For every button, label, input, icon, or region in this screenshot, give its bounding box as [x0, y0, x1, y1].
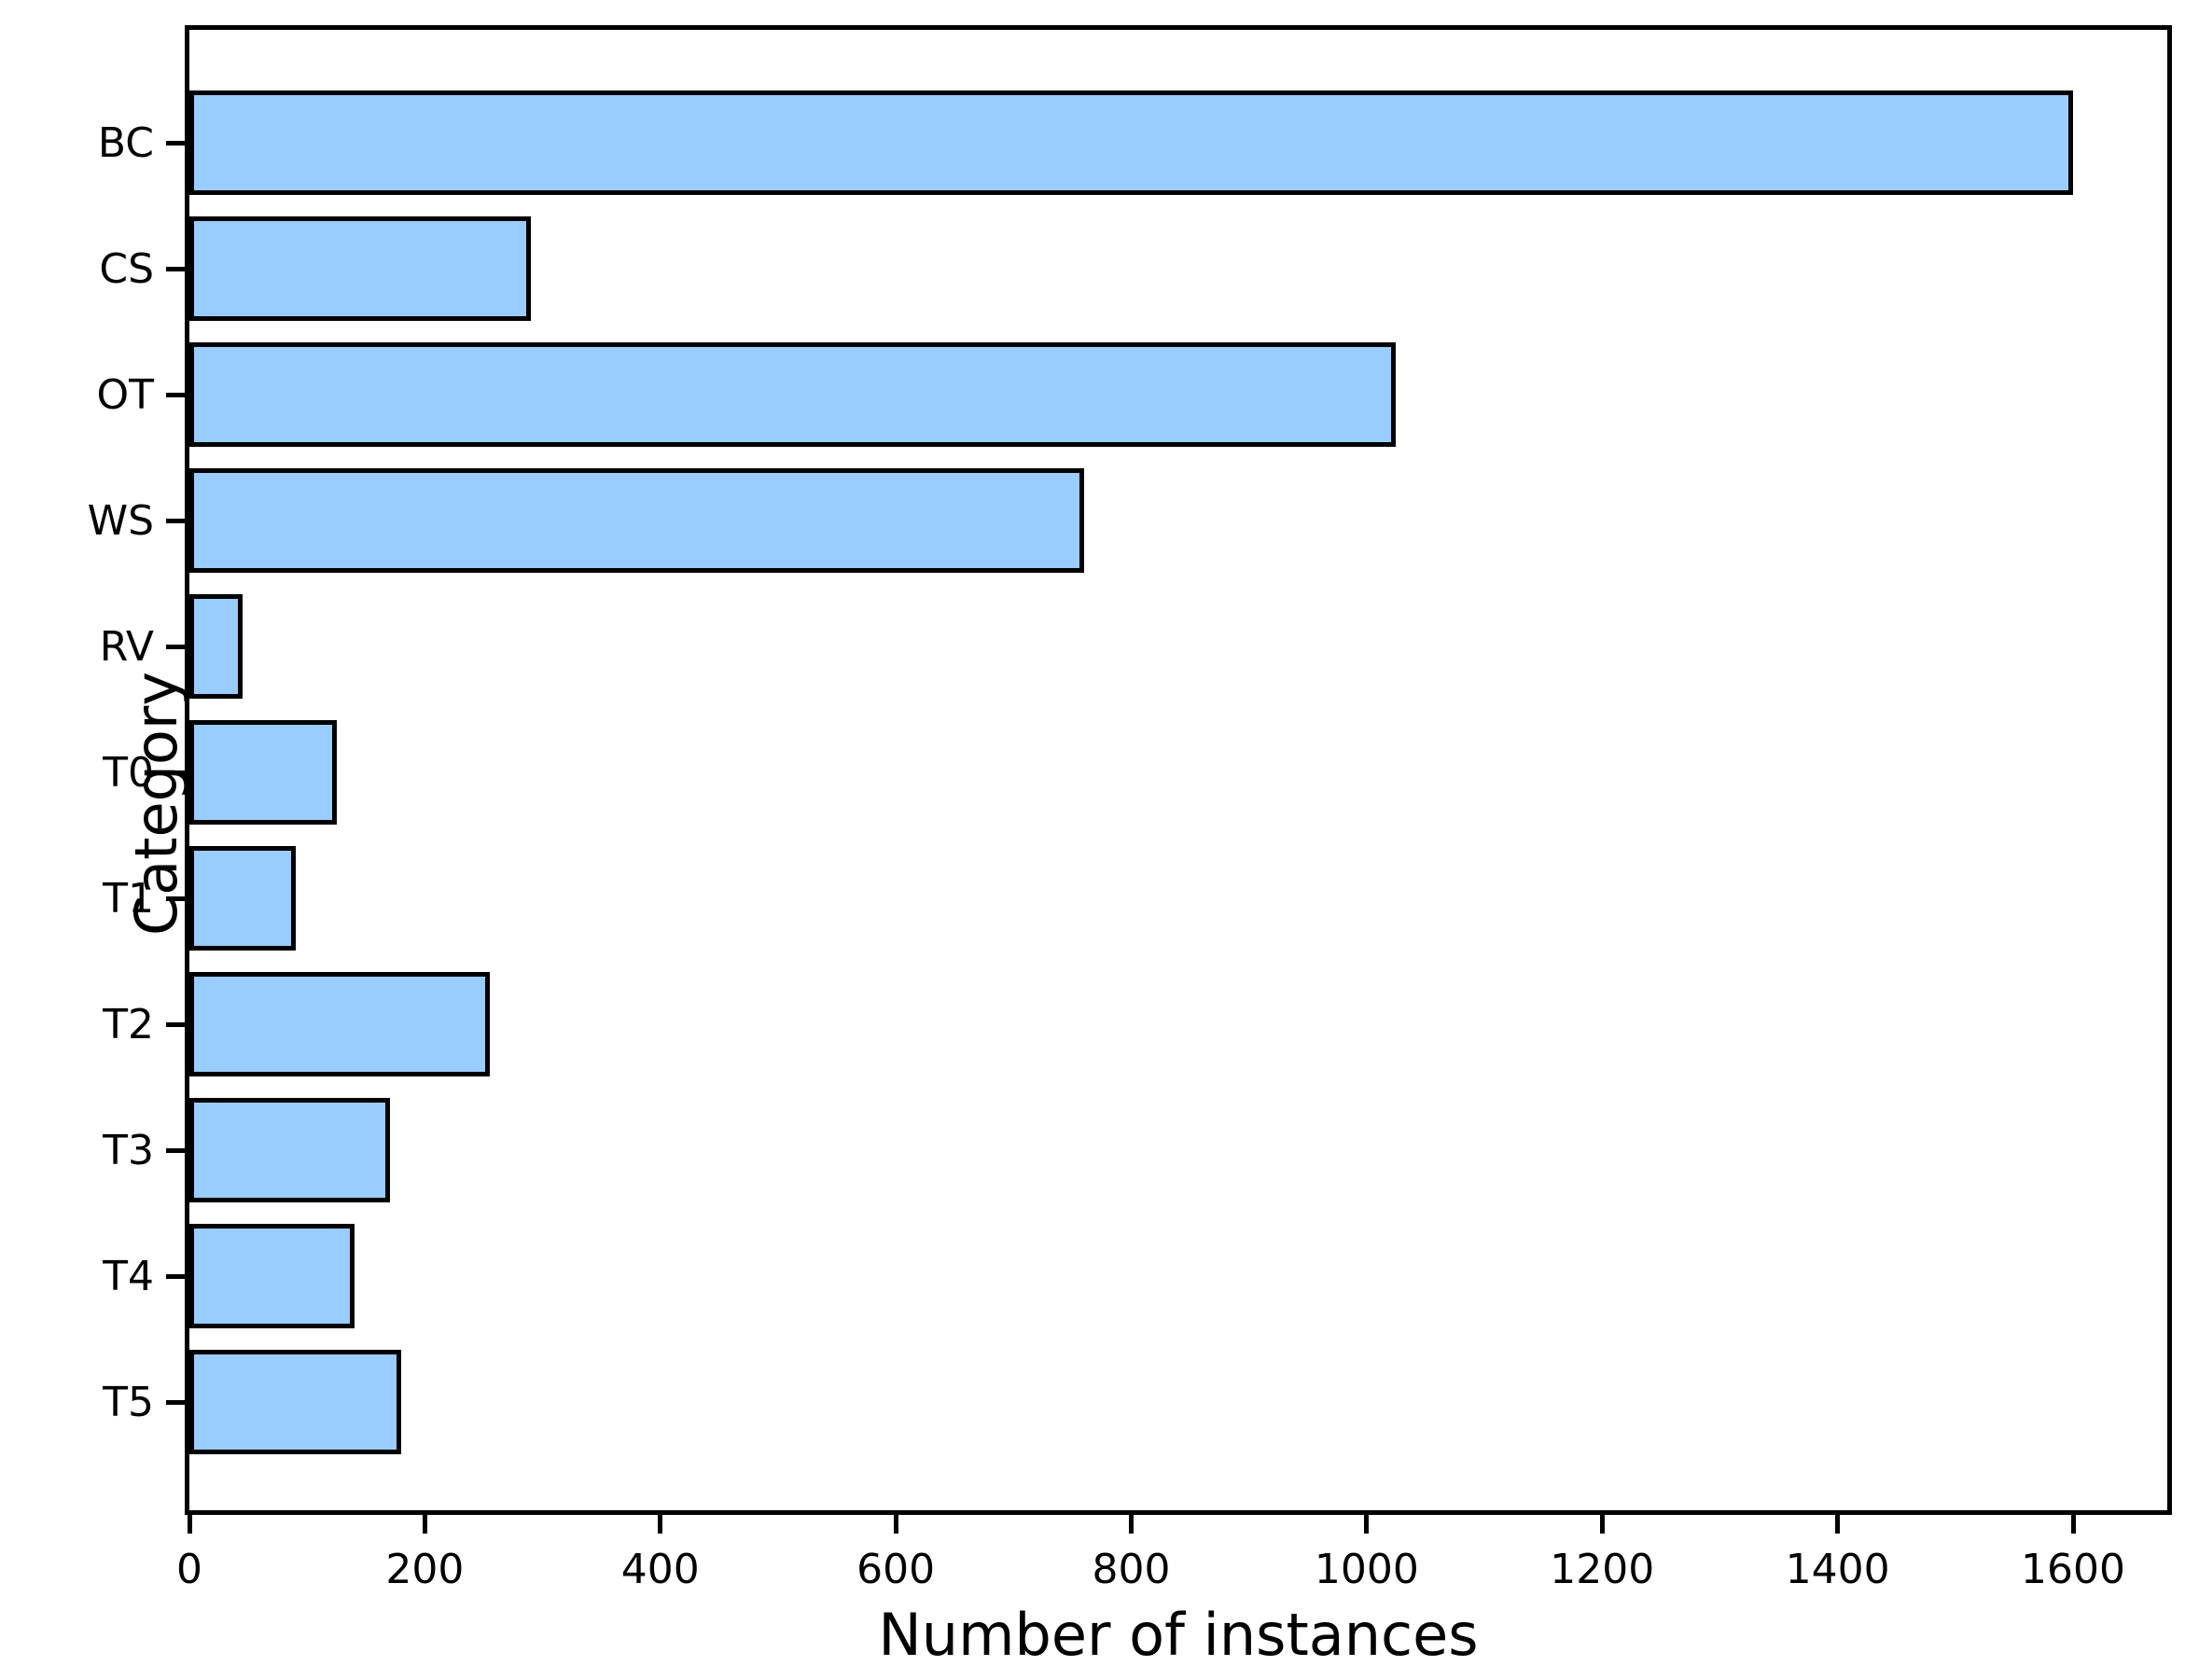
- bar-T3: [189, 1098, 390, 1202]
- bar-BC: [189, 90, 2074, 195]
- y-tick-mark: [166, 141, 185, 146]
- bar-row: T5: [103, 1340, 2167, 1465]
- bar-T1: [189, 846, 296, 951]
- bar-T5: [189, 1350, 402, 1454]
- y-tick-label: WS: [87, 497, 154, 545]
- y-tick-label: OT: [96, 371, 154, 419]
- x-tick-label: 200: [385, 1546, 465, 1593]
- bar-row: T1: [103, 836, 2167, 962]
- x-tick-label: 800: [1092, 1546, 1171, 1593]
- x-tick-label: 600: [856, 1546, 936, 1593]
- y-tick-label: T0: [103, 749, 154, 797]
- y-tick-label: T2: [103, 1001, 154, 1048]
- bar-row: WS: [88, 458, 2167, 584]
- x-axis-title: Number of instances: [878, 1601, 1479, 1669]
- y-tick-mark: [166, 896, 185, 901]
- x-tick-mark: [1364, 1515, 1370, 1534]
- bar-row: CS: [99, 206, 2167, 332]
- y-tick-mark: [166, 393, 185, 397]
- bar-T0: [189, 720, 337, 825]
- bar-RV: [189, 594, 243, 699]
- bar-row: RV: [100, 584, 2167, 710]
- x-tick-mark: [893, 1515, 898, 1534]
- bar-WS: [189, 468, 1085, 573]
- x-tick-label: 1400: [1785, 1546, 1890, 1593]
- x-tick-mark: [658, 1515, 663, 1534]
- y-tick-label: T3: [103, 1127, 154, 1174]
- y-tick-mark: [166, 267, 185, 271]
- y-tick-label: T1: [103, 875, 154, 923]
- x-tick-mark: [2070, 1515, 2076, 1534]
- y-tick-mark: [166, 645, 185, 649]
- y-tick-mark: [166, 1274, 185, 1279]
- x-tick-label: 1600: [2021, 1546, 2126, 1593]
- x-tick-label: 1000: [1314, 1546, 1419, 1593]
- bar-row: T2: [103, 962, 2167, 1088]
- bar-T4: [189, 1224, 355, 1328]
- bars-container: BC CS OT WS RV T0 T1 T2 T3 T4 T5: [88, 80, 2167, 1465]
- bar-row: T3: [103, 1088, 2167, 1214]
- y-tick-mark: [166, 1400, 185, 1405]
- y-tick-mark: [166, 1022, 185, 1027]
- x-tick-label: 1200: [1550, 1546, 1655, 1593]
- x-tick-mark: [1129, 1515, 1134, 1534]
- y-tick-label: RV: [99, 623, 154, 671]
- y-tick-mark: [166, 1148, 185, 1153]
- bar-OT: [189, 342, 1397, 447]
- bar-CS: [189, 216, 531, 321]
- y-tick-mark: [166, 519, 185, 523]
- x-tick-mark: [187, 1515, 192, 1534]
- bar-row: OT: [96, 332, 2167, 458]
- x-tick-mark: [422, 1515, 427, 1534]
- y-tick-label: T4: [103, 1253, 154, 1300]
- plot-area: BC CS OT WS RV T0 T1 T2 T3 T4 T5 0 200 400 600 800 1000…: [88, 25, 2172, 1593]
- bar-row: T0: [103, 710, 2167, 836]
- x-tick-label: 0: [176, 1546, 202, 1593]
- y-tick-label: CS: [99, 245, 154, 293]
- y-tick-label: BC: [97, 119, 154, 167]
- bar-row: BC: [98, 80, 2167, 206]
- bar-T2: [189, 972, 490, 1076]
- bar-row: T4: [103, 1214, 2167, 1340]
- x-tick-mark: [1599, 1515, 1605, 1534]
- x-tick-mark: [1835, 1515, 1841, 1534]
- x-tick-label: 400: [620, 1546, 700, 1593]
- y-tick-label: T5: [103, 1379, 154, 1426]
- y-tick-mark: [166, 771, 185, 775]
